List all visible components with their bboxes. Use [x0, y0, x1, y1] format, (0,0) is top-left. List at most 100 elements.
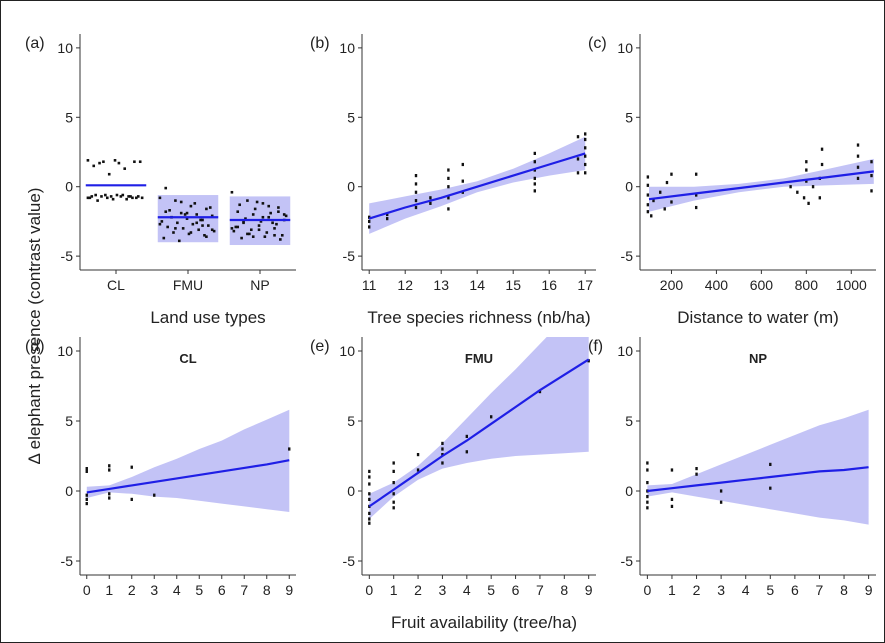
plot-area	[85, 159, 291, 246]
fit-line	[647, 466, 869, 493]
data-point	[368, 511, 371, 515]
fit-line	[368, 152, 586, 220]
data-point	[802, 196, 806, 200]
data-point	[461, 179, 464, 183]
x-tick-label: 1	[668, 582, 676, 598]
data-point	[584, 171, 587, 175]
data-point	[429, 201, 432, 205]
data-point	[177, 239, 181, 243]
data-point	[414, 190, 418, 194]
data-point	[368, 517, 371, 521]
panel-title: FMU	[465, 351, 493, 366]
x-tick-label: 8	[840, 582, 848, 598]
data-point	[257, 224, 261, 227]
confidence-band	[86, 409, 290, 512]
y-axis-label: Δ elephant presence (contrast value)	[25, 188, 44, 465]
y-tick-label: 10	[617, 40, 633, 56]
data-point	[820, 162, 824, 167]
data-point	[461, 162, 464, 167]
x-tick-label: 15	[505, 277, 521, 293]
y-tick-label: 10	[339, 343, 355, 359]
x-tick-label: 17	[577, 277, 593, 293]
data-point	[138, 160, 142, 164]
y-tick-label: 0	[625, 483, 633, 499]
data-point	[185, 211, 189, 215]
data-point	[108, 496, 111, 500]
data-point	[201, 224, 204, 227]
x-tick-label: 1	[390, 582, 398, 598]
y-tick-label: 0	[347, 483, 355, 499]
data-point	[719, 489, 723, 493]
x-tick-label: 6	[512, 582, 520, 598]
data-point	[259, 220, 263, 223]
data-point	[368, 225, 371, 229]
data-point	[85, 502, 88, 506]
data-point	[104, 193, 107, 197]
data-point	[125, 197, 128, 201]
x-tick-label: 5	[766, 582, 774, 598]
data-point	[108, 464, 111, 468]
data-point	[100, 195, 103, 198]
panel-label: (d)	[25, 338, 45, 355]
data-point	[694, 205, 698, 210]
data-point	[416, 468, 420, 472]
data-point	[414, 205, 418, 210]
data-point	[238, 203, 241, 207]
data-point	[108, 468, 111, 472]
data-point	[172, 231, 175, 234]
data-point	[646, 210, 650, 214]
x-tick-label: 6	[791, 582, 799, 598]
data-point	[269, 211, 272, 215]
y-tick-label: 5	[625, 413, 633, 429]
data-point	[441, 461, 444, 465]
data-point	[174, 227, 177, 230]
x-tick-label: 4	[742, 582, 750, 598]
x-tick-label: 6	[218, 582, 226, 598]
data-point	[805, 160, 808, 164]
data-point	[108, 492, 111, 496]
data-point	[646, 183, 650, 187]
x-tick-label: 400	[705, 277, 729, 293]
data-point	[584, 162, 587, 167]
data-point	[253, 207, 257, 211]
data-point	[96, 199, 99, 202]
x-tick-label: 0	[365, 582, 373, 598]
data-point	[769, 462, 772, 466]
data-point	[652, 198, 655, 203]
data-point	[368, 492, 371, 496]
data-point	[85, 497, 88, 501]
y-tick-label: 0	[65, 483, 73, 499]
data-point	[140, 196, 144, 200]
data-point	[646, 461, 649, 465]
data-point	[392, 481, 395, 485]
x-tick-label: 3	[717, 582, 725, 598]
data-point	[275, 222, 278, 226]
data-point	[127, 195, 130, 198]
data-point	[279, 238, 282, 241]
panel-label: (a)	[25, 35, 45, 52]
data-point	[584, 137, 587, 142]
data-point	[195, 221, 199, 225]
x-tick-label: 13	[433, 277, 449, 293]
data-point	[193, 202, 197, 205]
data-point	[280, 233, 284, 237]
data-point	[179, 211, 183, 215]
data-point	[267, 215, 271, 219]
data-point	[670, 172, 673, 176]
panel-label: (c)	[588, 35, 607, 52]
data-point	[251, 213, 255, 216]
bottom-x-axis-label: Fruit availability (tree/ha)	[391, 613, 577, 632]
data-point	[160, 220, 164, 223]
plot-area	[85, 409, 291, 512]
data-point	[210, 214, 214, 218]
data-point	[441, 447, 444, 451]
data-point	[249, 228, 253, 232]
data-point	[368, 475, 371, 479]
data-point	[870, 189, 873, 193]
data-point	[646, 489, 649, 493]
x-tick-label: 9	[585, 582, 593, 598]
x-tick-label: 2	[693, 582, 701, 598]
